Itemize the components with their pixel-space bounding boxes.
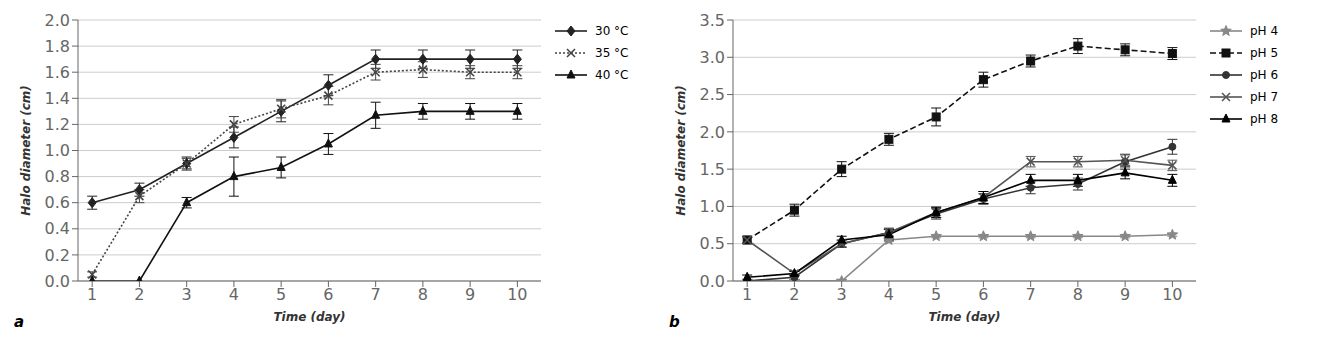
svg-text:10: 10	[1162, 285, 1182, 304]
svg-text:1.8: 1.8	[45, 37, 70, 56]
svg-text:3.0: 3.0	[700, 48, 725, 67]
svg-text:3: 3	[837, 285, 847, 304]
svg-text:Halo diameter (cm): Halo diameter (cm)	[674, 85, 688, 216]
svg-text:1: 1	[87, 285, 97, 304]
html-text:35 °C: 35 °C	[595, 46, 629, 60]
svg-text:1.4: 1.4	[45, 89, 70, 108]
svg-text:8: 8	[418, 285, 428, 304]
svg-text:Time (day): Time (day)	[928, 310, 1000, 324]
svg-text:3: 3	[182, 285, 192, 304]
svg-text:0.0: 0.0	[700, 272, 725, 291]
svg-text:1.5: 1.5	[700, 160, 725, 179]
svg-text:0.5: 0.5	[700, 234, 725, 253]
svg-text:Halo diameter (cm): Halo diameter (cm)	[19, 85, 33, 216]
svg-text:2: 2	[789, 285, 799, 304]
html-text:pH 8: pH 8	[1250, 112, 1279, 126]
svg-text:6: 6	[978, 285, 988, 304]
svg-text:Time (day): Time (day)	[273, 310, 345, 324]
html-text:pH 4: pH 4	[1250, 24, 1279, 38]
html-text:pH 5: pH 5	[1250, 46, 1279, 60]
svg-text:1.0: 1.0	[45, 141, 70, 160]
svg-text:0.4: 0.4	[45, 219, 70, 238]
svg-text:1: 1	[742, 285, 752, 304]
svg-text:3.5: 3.5	[700, 11, 725, 30]
svg-text:4: 4	[884, 285, 894, 304]
svg-text:2: 2	[134, 285, 144, 304]
html-text:pH 6: pH 6	[1250, 68, 1279, 82]
html-text:pH 7: pH 7	[1250, 90, 1279, 104]
html-text:30 °C: 30 °C	[595, 24, 629, 38]
svg-text:8: 8	[1073, 285, 1083, 304]
svg-text:0.6: 0.6	[45, 193, 70, 212]
html-text:b: b	[669, 313, 680, 331]
svg-text:0.0: 0.0	[45, 272, 70, 291]
svg-text:5: 5	[931, 285, 941, 304]
svg-text:2.5: 2.5	[700, 85, 725, 104]
svg-text:0.2: 0.2	[45, 246, 70, 265]
html-text:a: a	[14, 313, 25, 331]
svg-text:10: 10	[507, 285, 527, 304]
svg-text:2.0: 2.0	[45, 11, 70, 30]
svg-text:7: 7	[371, 285, 381, 304]
svg-text:2.0: 2.0	[700, 123, 725, 142]
svg-text:1.0: 1.0	[700, 197, 725, 216]
svg-text:1.2: 1.2	[45, 115, 70, 134]
svg-text:5: 5	[276, 285, 286, 304]
svg-text:0.8: 0.8	[45, 167, 70, 186]
svg-text:4: 4	[229, 285, 239, 304]
svg-text:7: 7	[1026, 285, 1036, 304]
svg-text:9: 9	[1120, 285, 1130, 304]
svg-text:9: 9	[465, 285, 475, 304]
svg-text:6: 6	[323, 285, 333, 304]
html-text:40 °C: 40 °C	[595, 68, 629, 82]
svg-text:1.6: 1.6	[45, 63, 70, 82]
